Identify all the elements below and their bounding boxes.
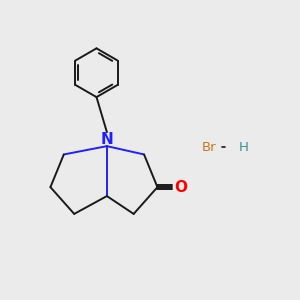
Text: Br: Br (202, 140, 217, 154)
Text: H: H (239, 140, 249, 154)
Text: O: O (175, 180, 188, 195)
Text: N: N (100, 132, 113, 147)
